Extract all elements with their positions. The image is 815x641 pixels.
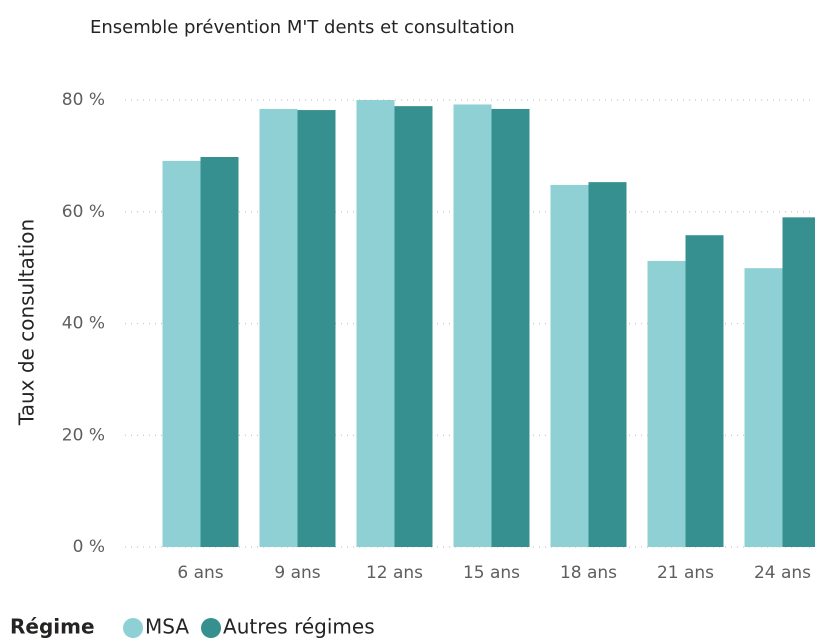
bar xyxy=(782,217,815,547)
bar xyxy=(744,268,783,547)
bar xyxy=(588,182,627,548)
bar xyxy=(394,106,433,548)
y-tick-label: 20 % xyxy=(62,425,105,445)
bar xyxy=(297,110,336,548)
x-tick-label: 21 ans xyxy=(657,563,714,583)
legend-title: Régime xyxy=(10,615,95,639)
bar xyxy=(356,100,395,547)
x-tick-label: 6 ans xyxy=(177,563,223,583)
legend-marker xyxy=(123,618,143,638)
y-axis-label: Taux de consultation xyxy=(15,219,39,426)
y-tick-label: 0 % xyxy=(73,537,105,557)
y-tick-label: 80 % xyxy=(62,90,105,110)
bar xyxy=(550,184,589,547)
y-tick-label: 40 % xyxy=(62,314,105,334)
bar xyxy=(647,260,686,547)
bar xyxy=(162,160,201,547)
bar xyxy=(685,235,724,547)
y-tick-label: 60 % xyxy=(62,202,105,222)
x-tick-label: 12 ans xyxy=(366,563,423,583)
bar xyxy=(259,108,298,547)
bar xyxy=(200,156,239,547)
x-tick-label: 9 ans xyxy=(274,563,320,583)
legend-label: Autres régimes xyxy=(223,615,375,639)
x-tick-label: 24 ans xyxy=(754,563,811,583)
x-tick-label: 18 ans xyxy=(560,563,617,583)
bar xyxy=(491,108,530,547)
legend: Régime xyxy=(10,615,95,639)
x-tick-label: 15 ans xyxy=(463,563,520,583)
legend-label: MSA xyxy=(145,615,189,639)
bar xyxy=(453,104,492,547)
chart-title: Ensemble prévention M'T dents et consult… xyxy=(90,17,515,38)
legend-marker xyxy=(201,618,222,638)
